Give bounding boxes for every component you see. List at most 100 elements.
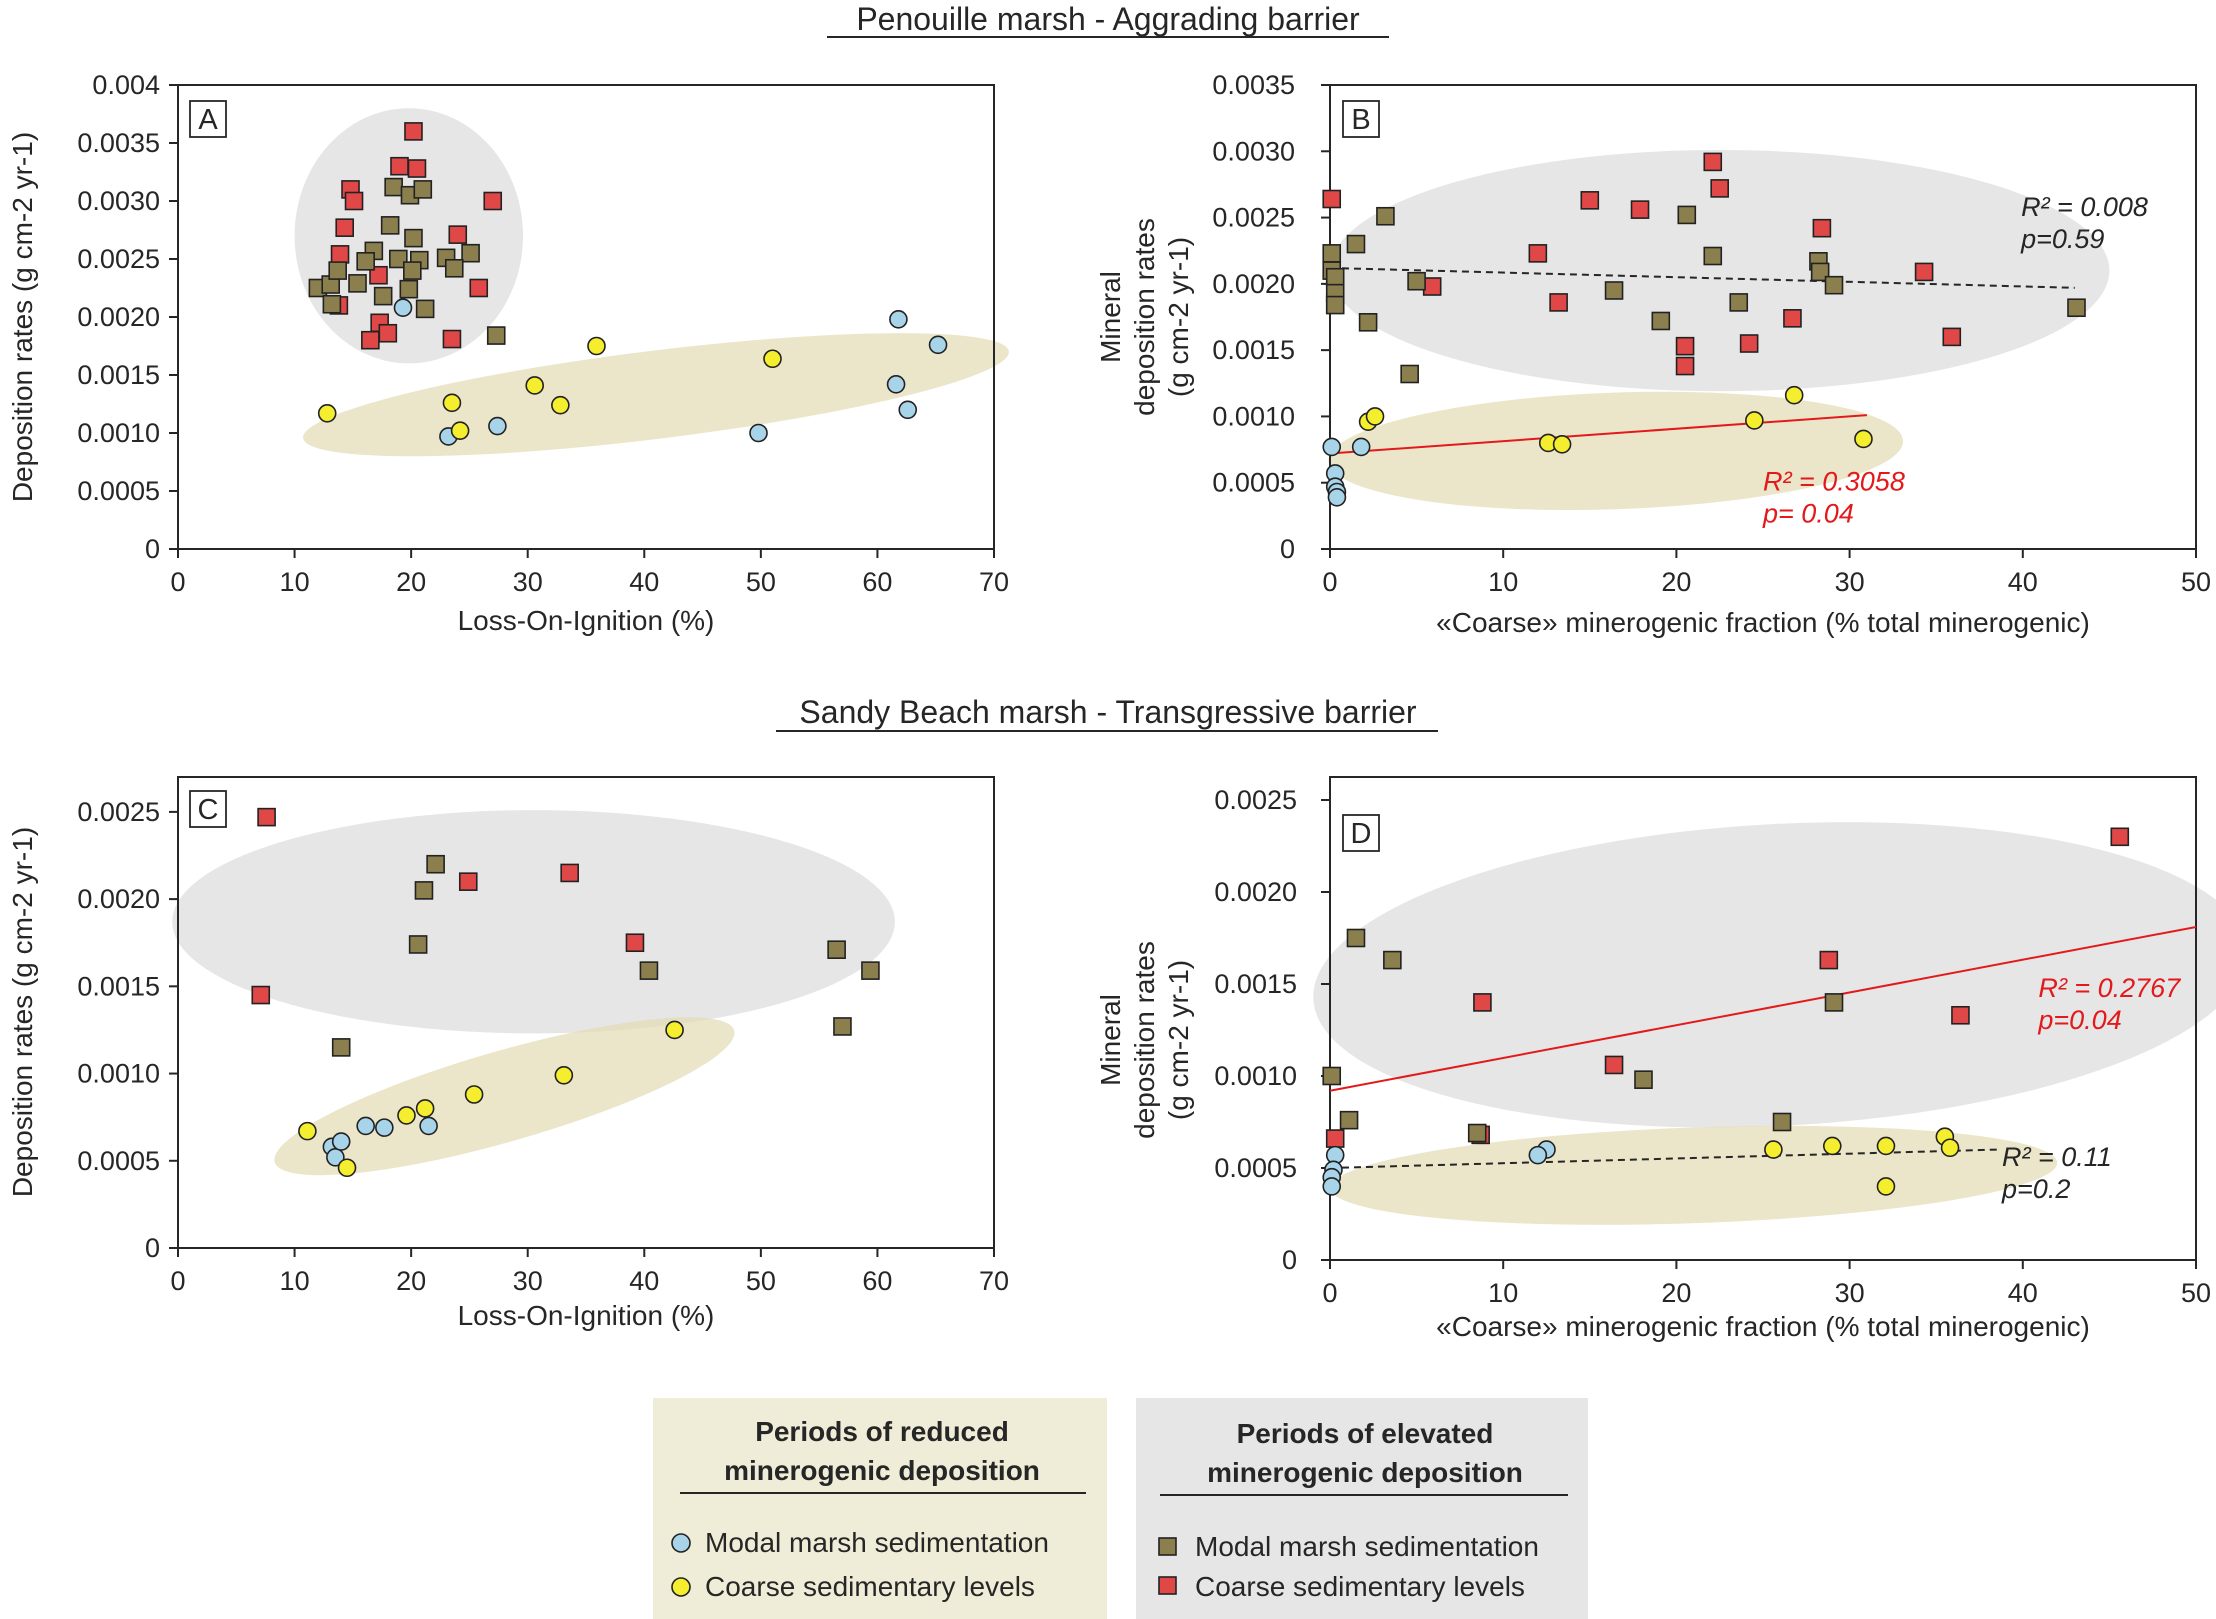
panel-c-coarse-circle-point bbox=[298, 1121, 317, 1141]
panel-c-modal-circle-point bbox=[331, 1132, 351, 1151]
panel-a-modal-square-point bbox=[328, 261, 348, 280]
panel-b-coarse-square-point bbox=[1703, 152, 1723, 172]
panel-c-x-tick-label: 20 bbox=[396, 1266, 426, 1296]
panel-d-coarse-square-point bbox=[1951, 1005, 1970, 1025]
panel-d-modal-circle-point bbox=[1528, 1145, 1548, 1165]
panel-b-coarse-square-point bbox=[1630, 200, 1650, 219]
panel-c-modal-square-point bbox=[639, 961, 659, 980]
panel-d-coarse-circle-point bbox=[1764, 1140, 1783, 1159]
panel-b-modal-square-point bbox=[1346, 234, 1366, 254]
panel-d-modal-square-point bbox=[1467, 1123, 1487, 1143]
panel-b-x-tick-label: 50 bbox=[2181, 567, 2211, 597]
panel-d-fit-stat-label: R² = 0.11 bbox=[2002, 1142, 2112, 1172]
panel-d-x-tick-label: 10 bbox=[1488, 1278, 1518, 1308]
panel-c-y-tick-label: 0.0025 bbox=[77, 797, 160, 827]
panel-d-coarse-circle-point bbox=[1876, 1177, 1896, 1196]
panel-a-coarse-square-point bbox=[335, 218, 354, 237]
panel-b-fit-stat-label: R² = 0.008 bbox=[2021, 192, 2148, 222]
legend-coarse-circle-icon bbox=[671, 1577, 691, 1597]
panel-d-modal-square-point bbox=[1634, 1070, 1653, 1089]
panel-d-coarse-square-point bbox=[1325, 1129, 1345, 1148]
panel-d-modal-square-point bbox=[1772, 1112, 1792, 1132]
panel-c-x-tick-label: 70 bbox=[979, 1266, 1009, 1296]
panel-a-coarse-circle-point bbox=[525, 376, 545, 395]
legend-reduced-title-line1: Periods of reduced bbox=[755, 1416, 1009, 1447]
panel-b-coarse-square-point bbox=[1580, 191, 1600, 210]
panel-b-coarse-square-point bbox=[1422, 277, 1442, 296]
panel-d-modal-square-point bbox=[1339, 1110, 1359, 1130]
panel-a-modal-circle-point bbox=[898, 400, 918, 420]
panel-c-coarse-circle-point bbox=[415, 1099, 435, 1118]
panel-c-coarse-square-point bbox=[257, 807, 276, 827]
panel-c-letter-box bbox=[189, 790, 227, 828]
panel-c-modal-square-point bbox=[408, 935, 428, 954]
panel-a-modal-square-point bbox=[413, 180, 433, 199]
panel-c-coarse-square-point bbox=[458, 872, 478, 891]
panel-a-modal-square-point bbox=[461, 243, 480, 263]
panel-c-coarse-circle-point bbox=[337, 1158, 357, 1178]
panel-a-y-tick-label: 0.0020 bbox=[77, 302, 160, 332]
panel-d-modal-square-point bbox=[1383, 950, 1402, 970]
panel-b-coarse-circle-point bbox=[1784, 385, 1804, 405]
panel-a-y-tick-label: 0.0015 bbox=[77, 360, 160, 390]
panel-b-modal-square-point bbox=[2067, 298, 2086, 318]
panel-b-elevated-ellipse bbox=[1330, 149, 2110, 392]
panel-b-y-tick-label: 0.0015 bbox=[1212, 335, 1295, 365]
panel-a-y-tick-label: 0.0010 bbox=[77, 418, 160, 448]
panel-d-modal-circle-point bbox=[1322, 1177, 1342, 1196]
panel-c-y-tick-label: 0.0005 bbox=[77, 1146, 160, 1176]
panel-a-reduced-ellipse bbox=[303, 333, 1009, 457]
panel-b-coarse-circle-point bbox=[1365, 407, 1385, 426]
panel-a-x-tick-label: 20 bbox=[396, 567, 426, 597]
panel-d-modal-square-point bbox=[1322, 1066, 1342, 1086]
panel-a-coarse-circle-point bbox=[450, 421, 470, 440]
panel-a-x-tick-label: 50 bbox=[746, 567, 776, 597]
panel-b-modal-square-point bbox=[1651, 311, 1671, 331]
panel-d-x-tick-label: 20 bbox=[1661, 1278, 1691, 1308]
panel-a-coarse-square-point bbox=[407, 159, 427, 178]
panel-d-coarse-square-point bbox=[2110, 827, 2130, 847]
panel-b-fit-line bbox=[1329, 266, 2075, 289]
panel-c-y-axis-title: Deposition rates (g cm-2 yr-1) bbox=[7, 827, 38, 1197]
panel-d-y-tick-label: 0.0020 bbox=[1214, 877, 1297, 907]
panel-a-modal-square-point bbox=[444, 258, 464, 278]
panel-b-coarse-circle-point bbox=[1854, 429, 1873, 449]
panel-a-coarse-circle-point bbox=[763, 349, 782, 369]
panel-b-plot-frame bbox=[1329, 84, 2197, 550]
panel-b-modal-square-point bbox=[1824, 275, 1844, 295]
panel-a-x-tick-label: 10 bbox=[280, 567, 310, 597]
panel-d-coarse-circle-point bbox=[1876, 1136, 1896, 1156]
panel-b-modal-square-point bbox=[1376, 206, 1395, 226]
panel-d-fit-line bbox=[1329, 925, 2197, 1092]
panel-b-coarse-square-point bbox=[1739, 334, 1759, 353]
legend-reduced-coarse-label: Coarse sedimentary levels bbox=[705, 1571, 1035, 1602]
panel-a-coarse-circle-point bbox=[587, 336, 606, 356]
panel-c-letter: C bbox=[198, 794, 219, 826]
panel-a-modal-circle-point bbox=[928, 335, 948, 355]
panel-b-y-tick-label: 0 bbox=[1280, 534, 1295, 564]
panel-b-modal-square-point bbox=[1810, 262, 1830, 282]
panel-a-coarse-square-point bbox=[344, 191, 364, 211]
panel-d-y-axis-title: Mineral bbox=[1095, 994, 1126, 1086]
panel-d-coarse-circle-point bbox=[1822, 1136, 1842, 1156]
panel-a-x-tick-label: 40 bbox=[629, 567, 659, 597]
panel-d-modal-square-point bbox=[1824, 993, 1844, 1012]
panel-a-modal-square-point bbox=[399, 279, 419, 299]
legend-modal-circle-icon bbox=[671, 1533, 691, 1553]
panel-d-x-axis-title: «Coarse» minerogenic fraction (% total m… bbox=[1436, 1311, 2090, 1342]
panel-a-chart: A 0 10 20 30 40 50 60 70 0 0.0005 0.0010 0.0015 0.002… bbox=[7, 70, 1009, 636]
panel-b-y-axis-title: (g cm-2 yr-1) bbox=[1163, 237, 1194, 397]
panel-d-y-tick-label: 0.0010 bbox=[1214, 1061, 1297, 1091]
panel-a-coarse-square-point bbox=[448, 225, 468, 244]
panel-c-coarse-circle-point bbox=[554, 1066, 574, 1085]
panel-b-modal-square-point bbox=[1703, 246, 1723, 266]
panel-a-modal-square-point bbox=[486, 326, 506, 345]
panel-b-coarse-square-point bbox=[1783, 309, 1802, 328]
panel-a-y-tick-label: 0.004 bbox=[92, 70, 160, 100]
panel-a-modal-square-point bbox=[404, 228, 423, 248]
legend-reduced-title-line2: minerogenic deposition bbox=[724, 1455, 1040, 1486]
panel-a-y-tick-label: 0 bbox=[145, 534, 160, 564]
panel-b-modal-circle-point bbox=[1327, 487, 1347, 507]
panel-a-coarse-square-point bbox=[369, 265, 388, 285]
